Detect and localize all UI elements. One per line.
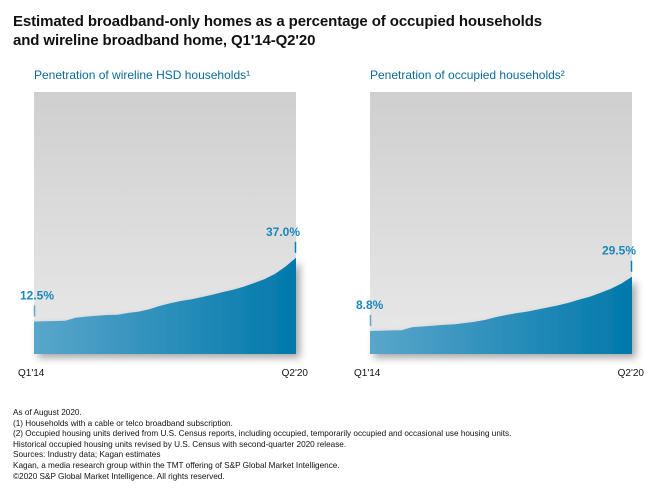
- charts-canvas: 12.5% 37.0% Q1'14 Q2'20 8.8% 29.5% Q1'14 Q2'20: [18, 92, 644, 379]
- left-chart-area: [34, 257, 296, 354]
- right-x-start-label: Q1'14: [354, 368, 381, 379]
- right-end-value-label: 29.5%: [602, 244, 636, 258]
- chart-title-line-2: and wireline broadband home, Q1'14-Q2'20: [13, 32, 316, 49]
- left-x-start-label: Q1'14: [18, 368, 45, 379]
- footnote-kagan: Kagan, a media research group within the…: [13, 460, 340, 470]
- footnotes: As of August 2020. (1) Households with a…: [13, 408, 511, 482]
- right-chart-area: [370, 276, 632, 354]
- right-chart-subtitle: Penetration of occupied households²: [370, 68, 565, 82]
- left-chart: 12.5% 37.0% Q1'14 Q2'20: [18, 92, 308, 379]
- left-x-end-label: Q2'20: [282, 368, 309, 379]
- left-chart-subtitle: Penetration of wireline HSD households¹: [34, 68, 251, 82]
- footnote-revision: Historical occupied housing units revise…: [13, 439, 347, 449]
- right-chart: 8.8% 29.5% Q1'14 Q2'20: [354, 92, 644, 379]
- chart-title-line-1: Estimated broadband-only homes as a perc…: [13, 13, 543, 30]
- footnote-sources: Sources: Industry data; Kagan estimates: [13, 450, 161, 460]
- footnote-copyright: ©2020 S&P Global Market Intelligence. Al…: [13, 471, 225, 481]
- footnote-as-of: As of August 2020.: [13, 408, 82, 417]
- left-end-value-label: 37.0%: [266, 225, 300, 239]
- chart-title: Estimated broadband-only homes as a perc…: [13, 12, 542, 50]
- footnote-1: (1) Households with a cable or telco bro…: [13, 418, 233, 428]
- left-start-value-label: 12.5%: [20, 289, 54, 303]
- footnote-2: (2) Occupied housing units derived from …: [13, 429, 512, 439]
- right-x-end-label: Q2'20: [618, 368, 645, 379]
- right-start-value-label: 8.8%: [356, 298, 384, 312]
